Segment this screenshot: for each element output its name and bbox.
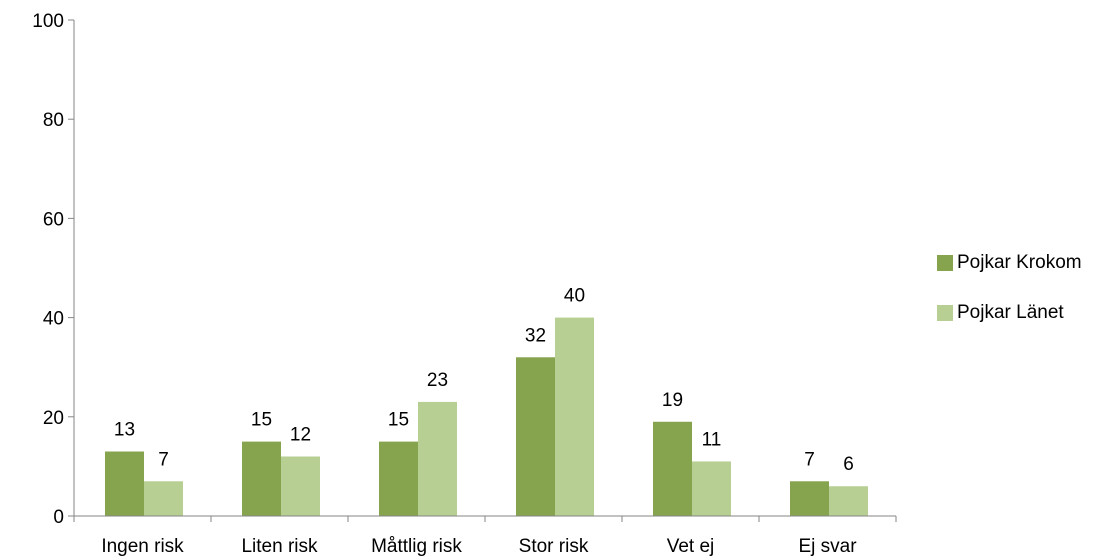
y-tick-label: 100: [32, 11, 64, 32]
x-category-label: Stor risk: [519, 536, 589, 557]
bars: [105, 317, 868, 516]
data-label-1-3: 15: [388, 410, 409, 431]
y-tick-label: 40: [43, 309, 64, 330]
data-label-2-2: 12: [290, 424, 311, 445]
bar-2-6: [829, 486, 868, 516]
x-category-label: Liten risk: [241, 536, 318, 557]
y-tick-label: 80: [43, 110, 64, 131]
legend: Pojkar Krokom Pojkar Länet: [937, 250, 1082, 350]
bar-2-5: [692, 461, 731, 516]
axes: [73, 20, 897, 522]
legend-swatch-series-1: [937, 255, 953, 271]
x-category-label: Måttlig risk: [371, 536, 462, 557]
data-label-1-6: 7: [804, 449, 815, 470]
x-category-label: Ej svar: [798, 536, 857, 557]
bar-1-2: [242, 441, 281, 516]
data-label-1-2: 15: [251, 410, 272, 431]
data-label-2-5: 11: [702, 429, 722, 450]
y-tick-label: 0: [53, 507, 64, 528]
data-label-1-4: 32: [525, 325, 546, 346]
y-axis-ticks: 0 20 40 60 80 100: [32, 11, 74, 528]
y-tick-label: 20: [43, 408, 64, 429]
data-labels: 13 7 15 12 15 23 32 40 19 11 7 6: [114, 286, 854, 476]
bar-1-5: [653, 421, 692, 516]
data-label-1-5: 19: [662, 390, 683, 411]
data-label-2-4: 40: [564, 286, 585, 307]
bar-1-1: [105, 451, 144, 516]
x-category-label: Ingen risk: [101, 536, 184, 557]
legend-item-series-1: Pojkar Krokom: [937, 250, 1082, 276]
bar-2-3: [418, 401, 457, 516]
data-label-1-1: 13: [114, 420, 135, 441]
bar-2-1: [144, 481, 183, 516]
data-label-2-6: 6: [843, 454, 854, 475]
legend-label-series-1: Pojkar Krokom: [957, 252, 1082, 273]
x-category-label: Vet ej: [667, 536, 715, 557]
bar-2-4: [555, 317, 594, 516]
legend-swatch-series-2: [937, 305, 953, 321]
bar-1-6: [790, 481, 829, 516]
y-tick-label: 60: [43, 209, 64, 230]
category-labels: Ingen risk Liten risk Måttlig risk Stor ris…: [101, 536, 857, 557]
bar-1-4: [516, 357, 555, 516]
data-label-2-1: 7: [158, 449, 169, 470]
legend-item-series-2: Pojkar Länet: [937, 300, 1082, 326]
data-label-2-3: 23: [427, 370, 448, 391]
bar-1-3: [379, 441, 418, 516]
legend-label-series-2: Pojkar Länet: [957, 302, 1064, 323]
bar-2-2: [281, 456, 320, 516]
